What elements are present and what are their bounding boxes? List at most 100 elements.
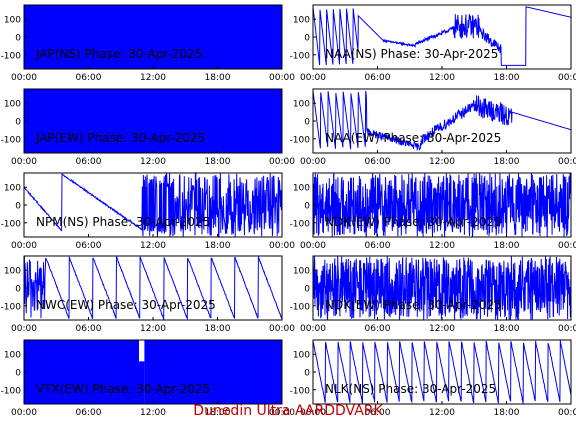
phase-trace <box>312 6 572 66</box>
x-tick-label: 00:00 <box>269 157 295 167</box>
x-tick-label: 12:00 <box>429 241 455 251</box>
y-tick-label: 0 <box>304 118 310 128</box>
panel-5: 100 0 -100 00:00 06:00 12:00 18:00 00:00 NPM(NS)… <box>1 171 295 251</box>
x-tick-label: 18:00 <box>494 408 520 418</box>
x-tick-label: 18:00 <box>205 324 231 334</box>
x-tick-label: 00:00 <box>558 73 576 83</box>
x-tick-label: 00:00 <box>269 324 295 334</box>
x-tick-label: 00:00 <box>300 73 326 83</box>
x-tick-label: 06:00 <box>365 73 391 83</box>
panel-title: VTX(EW) Phase: 30-Apr-2025 <box>36 382 210 396</box>
x-tick-label: 00:00 <box>300 241 326 251</box>
y-tick-label: 100 <box>293 184 310 194</box>
x-tick-label: 12:00 <box>140 408 166 418</box>
x-tick-label: 06:00 <box>365 324 391 334</box>
x-tick-label: 06:00 <box>76 73 102 83</box>
x-tick-label: 12:00 <box>429 324 455 334</box>
phase-trace <box>312 340 572 404</box>
phase-trace <box>144 340 282 404</box>
y-tick-label: 0 <box>15 34 21 44</box>
panel-title: NLK(NS) Phase: 30-Apr-2025 <box>325 382 496 396</box>
x-tick-label: 00:00 <box>300 324 326 334</box>
x-tick-label: 00:00 <box>558 408 576 418</box>
panel-title: JAP(NS) Phase: 30-Apr-2025 <box>35 47 202 61</box>
x-tick-label: 00:00 <box>558 324 576 334</box>
panel-title: NPM(NS) Phase: 30-Apr-2025 <box>36 215 210 229</box>
panel-title: NAA(EW) Phase: 30-Apr-2025 <box>325 131 501 145</box>
x-tick-label: 12:00 <box>140 73 166 83</box>
panel-title: JAP(EW) Phase: 30-Apr-2025 <box>35 131 205 145</box>
panel-title: NDK(EW) Phase: 30-Apr-2025 <box>325 298 502 312</box>
x-tick-label: 12:00 <box>429 157 455 167</box>
y-tick-label: 0 <box>15 285 21 295</box>
x-tick-label: 06:00 <box>76 157 102 167</box>
phase-trace <box>23 255 283 320</box>
phase-trace <box>24 5 282 69</box>
y-tick-label: -100 <box>290 51 311 61</box>
x-tick-label: 18:00 <box>494 73 520 83</box>
x-tick-label: 18:00 <box>205 408 231 418</box>
x-tick-label: 12:00 <box>429 73 455 83</box>
x-tick-label: 00:00 <box>11 408 37 418</box>
y-tick-label: 100 <box>4 184 21 194</box>
x-tick-label: 00:00 <box>558 157 576 167</box>
y-tick-label: 100 <box>4 16 21 26</box>
panel-title: NDK(EW) Phase: 30-Apr-2025 <box>325 215 502 229</box>
y-tick-label: -100 <box>290 219 311 229</box>
panel-title: NAA(NS) Phase: 30-Apr-2025 <box>325 47 498 61</box>
x-tick-label: 06:00 <box>365 408 391 418</box>
x-tick-label: 06:00 <box>76 241 102 251</box>
panel-title: NWC(EW) Phase: 30-Apr-2025 <box>36 298 216 312</box>
x-tick-label: 06:00 <box>76 408 102 418</box>
phase-trace <box>24 340 140 404</box>
x-tick-label: 18:00 <box>205 73 231 83</box>
x-tick-label: 12:00 <box>140 241 166 251</box>
x-tick-label: 18:00 <box>205 241 231 251</box>
x-tick-label: 00:00 <box>269 241 295 251</box>
y-tick-label: 0 <box>304 285 310 295</box>
panel-1: 100 0 -100 00:00 06:00 12:00 18:00 00:00 JAP(NS)… <box>1 4 295 83</box>
x-tick-label: 18:00 <box>494 241 520 251</box>
y-tick-label: 100 <box>4 100 21 110</box>
y-tick-label: 0 <box>304 369 310 379</box>
x-tick-label: 00:00 <box>269 73 295 83</box>
y-tick-label: -100 <box>1 51 22 61</box>
panel-4: 100 0 -100 00:00 06:00 12:00 18:00 00:00 NAA(EW)… <box>290 88 576 167</box>
x-tick-label: 00:00 <box>11 324 37 334</box>
y-tick-label: 100 <box>293 100 310 110</box>
x-tick-label: 00:00 <box>558 241 576 251</box>
y-tick-label: 100 <box>293 351 310 361</box>
phase-trace <box>139 361 145 404</box>
x-tick-label: 00:00 <box>300 157 326 167</box>
y-tick-label: -100 <box>1 302 22 312</box>
panel-10: 100 0 -100 00:00 06:00 12:00 18:00 00:00 NLK(NS)… <box>290 339 576 418</box>
x-tick-label: 18:00 <box>494 324 520 334</box>
panel-9: 100 0 -100 00:00 06:00 12:00 18:00 00:00 VTX(EW)… <box>1 339 295 418</box>
phase-trace <box>312 172 572 238</box>
phase-trace <box>312 90 572 151</box>
x-tick-label: 12:00 <box>140 157 166 167</box>
x-tick-label: 18:00 <box>494 157 520 167</box>
panel-6: 100 0 -100 00:00 06:00 12:00 18:00 00:00 NDK(EW)… <box>290 172 576 251</box>
y-tick-label: 0 <box>304 34 310 44</box>
y-tick-label: -100 <box>290 302 311 312</box>
y-tick-label: -100 <box>1 219 22 229</box>
x-tick-label: 06:00 <box>365 241 391 251</box>
x-tick-label: 00:00 <box>11 157 37 167</box>
x-tick-label: 12:00 <box>140 324 166 334</box>
y-tick-label: 0 <box>15 118 21 128</box>
phase-trace <box>24 89 282 153</box>
panel-2: 100 0 -100 00:00 06:00 12:00 18:00 00:00 NAA(NS)… <box>290 4 576 83</box>
x-tick-label: 12:00 <box>429 408 455 418</box>
x-tick-label: 18:00 <box>205 157 231 167</box>
y-tick-label: 0 <box>15 369 21 379</box>
x-tick-label: 00:00 <box>300 408 326 418</box>
x-tick-label: 00:00 <box>11 73 37 83</box>
y-tick-label: 100 <box>4 351 21 361</box>
x-tick-label: 00:00 <box>269 408 295 418</box>
y-tick-label: -100 <box>290 135 311 145</box>
y-tick-label: 100 <box>4 267 21 277</box>
x-tick-label: 06:00 <box>365 157 391 167</box>
footer-title: Dunedin Ultra AARDDVARK <box>193 403 383 419</box>
